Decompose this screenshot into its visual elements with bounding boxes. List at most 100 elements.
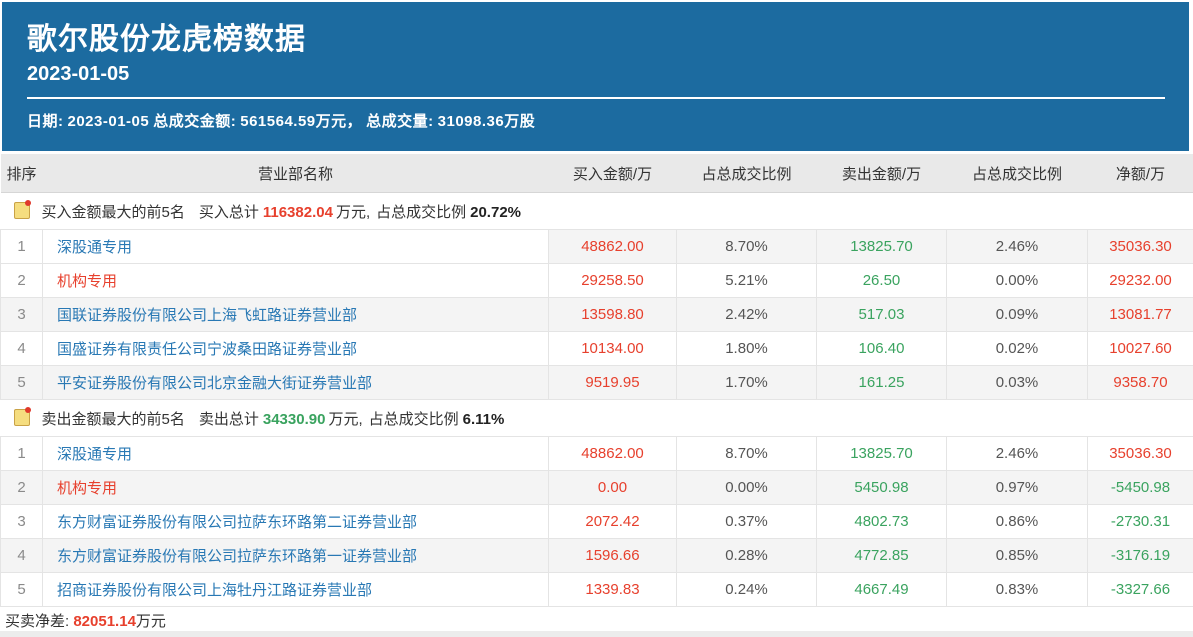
table-row: 1 深股通专用 48862.00 8.70% 13825.70 2.46% 35… bbox=[1, 437, 1193, 471]
buy-ratio-cell: 1.70% bbox=[677, 366, 817, 400]
broker-name-link[interactable]: 机构专用 bbox=[43, 264, 549, 298]
buy-amount-cell: 9519.95 bbox=[549, 366, 677, 400]
buy-ratio-cell: 8.70% bbox=[677, 230, 817, 264]
column-header-broker: 营业部名称 bbox=[43, 154, 549, 193]
buy-ratio-cell: 5.21% bbox=[677, 264, 817, 298]
table-row: 4 国盛证券有限责任公司宁波桑田路证券营业部 10134.00 1.80% 10… bbox=[1, 332, 1193, 366]
page-date: 2023-01-05 bbox=[27, 60, 1189, 88]
table-row: 5 平安证券股份有限公司北京金融大街证券营业部 9519.95 1.70% 16… bbox=[1, 366, 1193, 400]
rank-cell: 3 bbox=[1, 505, 43, 539]
section-total-value: 116382.04 bbox=[263, 204, 333, 221]
note-icon-dot bbox=[25, 200, 31, 206]
net-amount-cell: 10027.60 bbox=[1088, 332, 1193, 366]
net-amount-cell: 29232.00 bbox=[1088, 264, 1193, 298]
column-header-sell-ratio: 占总成交比例 bbox=[947, 154, 1088, 193]
section-ratio-value: 6.11% bbox=[463, 411, 505, 428]
buy-amount-cell: 2072.42 bbox=[549, 505, 677, 539]
section-total-unit: 万元, bbox=[328, 411, 362, 428]
sell-ratio-cell: 0.03% bbox=[947, 366, 1088, 400]
section-title: 卖出金额最大的前5名 bbox=[42, 411, 185, 428]
sell-amount-cell: 26.50 bbox=[817, 264, 947, 298]
net-difference-value: 82051.14 bbox=[73, 613, 136, 630]
broker-name-link[interactable]: 东方财富证券股份有限公司拉萨东环路第一证券营业部 bbox=[43, 539, 549, 573]
broker-name-link[interactable]: 平安证券股份有限公司北京金融大街证券营业部 bbox=[43, 366, 549, 400]
section-ratio-value: 20.72% bbox=[470, 204, 521, 221]
buy-ratio-cell: 8.70% bbox=[677, 437, 817, 471]
table-row: 2 机构专用 0.00 0.00% 5450.98 0.97% -5450.98 bbox=[1, 471, 1193, 505]
volume-value: 31098.36万股 bbox=[438, 113, 536, 130]
amount-label: 总成交金额: bbox=[153, 113, 236, 130]
buy-ratio-cell: 0.00% bbox=[677, 471, 817, 505]
rank-cell: 5 bbox=[1, 366, 43, 400]
section-total-value: 34330.90 bbox=[263, 411, 326, 428]
column-header-buy-ratio: 占总成交比例 bbox=[677, 154, 817, 193]
sell-ratio-cell: 0.83% bbox=[947, 573, 1088, 607]
table-row: 4 东方财富证券股份有限公司拉萨东环路第一证券营业部 1596.66 0.28%… bbox=[1, 539, 1193, 573]
broker-name-link[interactable]: 招商证券股份有限公司上海牡丹江路证券营业部 bbox=[43, 573, 549, 607]
table-row: 3 国联证券股份有限公司上海飞虹路证券营业部 13598.80 2.42% 51… bbox=[1, 298, 1193, 332]
buy-amount-cell: 1339.83 bbox=[549, 573, 677, 607]
sell-amount-cell: 4667.49 bbox=[817, 573, 947, 607]
broker-name-link[interactable]: 国盛证券有限责任公司宁波桑田路证券营业部 bbox=[43, 332, 549, 366]
table-header-row: 排序 营业部名称 买入金额/万 占总成交比例 卖出金额/万 占总成交比例 净额/… bbox=[1, 154, 1193, 193]
buy-amount-cell: 13598.80 bbox=[549, 298, 677, 332]
broker-name-link[interactable]: 东方财富证券股份有限公司拉萨东环路第二证券营业部 bbox=[43, 505, 549, 539]
volume-label: 总成交量: bbox=[366, 113, 434, 130]
rank-cell: 1 bbox=[1, 230, 43, 264]
buy-ratio-cell: 0.28% bbox=[677, 539, 817, 573]
table-row: 1 深股通专用 48862.00 8.70% 13825.70 2.46% 35… bbox=[1, 230, 1193, 264]
section-total-label: 卖出总计 bbox=[199, 411, 259, 428]
note-icon-dot bbox=[25, 407, 31, 413]
sell-ratio-cell: 0.85% bbox=[947, 539, 1088, 573]
net-amount-cell: -3176.19 bbox=[1088, 539, 1193, 573]
page-title: 歌尔股份龙虎榜数据 bbox=[27, 2, 1189, 60]
buy-ratio-cell: 0.24% bbox=[677, 573, 817, 607]
sell-amount-cell: 4772.85 bbox=[817, 539, 947, 573]
net-difference-footer: 买卖净差: 82051.14万元 bbox=[0, 607, 1193, 630]
column-header-net-amount: 净额/万 bbox=[1088, 154, 1193, 193]
sell-amount-cell: 161.25 bbox=[817, 366, 947, 400]
net-amount-cell: 13081.77 bbox=[1088, 298, 1193, 332]
sell-amount-cell: 106.40 bbox=[817, 332, 947, 366]
net-amount-cell: 35036.30 bbox=[1088, 230, 1193, 264]
buy-amount-cell: 1596.66 bbox=[549, 539, 677, 573]
table-row: 3 东方财富证券股份有限公司拉萨东环路第二证券营业部 2072.42 0.37%… bbox=[1, 505, 1193, 539]
buy-ratio-cell: 0.37% bbox=[677, 505, 817, 539]
sell-ratio-cell: 0.09% bbox=[947, 298, 1088, 332]
column-header-buy-amount: 买入金额/万 bbox=[549, 154, 677, 193]
sell-ratio-cell: 2.46% bbox=[947, 437, 1088, 471]
rank-cell: 4 bbox=[1, 332, 43, 366]
sell-amount-cell: 517.03 bbox=[817, 298, 947, 332]
buy-amount-cell: 48862.00 bbox=[549, 230, 677, 264]
sell-ratio-cell: 0.00% bbox=[947, 264, 1088, 298]
broker-name-link[interactable]: 深股通专用 bbox=[43, 230, 549, 264]
net-amount-cell: 35036.30 bbox=[1088, 437, 1193, 471]
sell-ratio-cell: 0.97% bbox=[947, 471, 1088, 505]
sell-amount-cell: 5450.98 bbox=[817, 471, 947, 505]
broker-name-link[interactable]: 国联证券股份有限公司上海飞虹路证券营业部 bbox=[43, 298, 549, 332]
broker-name-link[interactable]: 机构专用 bbox=[43, 471, 549, 505]
bottom-strip bbox=[0, 631, 1193, 637]
column-header-sell-amount: 卖出金额/万 bbox=[817, 154, 947, 193]
section-ratio-label: 占总成交比例 bbox=[376, 204, 466, 221]
buy-amount-cell: 0.00 bbox=[549, 471, 677, 505]
buy-amount-cell: 10134.00 bbox=[549, 332, 677, 366]
section-total-label: 买入总计 bbox=[199, 204, 259, 221]
column-header-rank: 排序 bbox=[1, 154, 43, 193]
rank-cell: 5 bbox=[1, 573, 43, 607]
net-amount-cell: 9358.70 bbox=[1088, 366, 1193, 400]
sell-ratio-cell: 0.86% bbox=[947, 505, 1088, 539]
header-divider bbox=[27, 97, 1165, 99]
buy-amount-cell: 48862.00 bbox=[549, 437, 677, 471]
broker-name-link[interactable]: 深股通专用 bbox=[43, 437, 549, 471]
sell-amount-cell: 13825.70 bbox=[817, 437, 947, 471]
lhb-table: 排序 营业部名称 买入金额/万 占总成交比例 卖出金额/万 占总成交比例 净额/… bbox=[0, 154, 1193, 607]
net-difference-label: 买卖净差: bbox=[5, 613, 73, 630]
amount-value: 561564.59万元， bbox=[240, 113, 362, 130]
rank-cell: 1 bbox=[1, 437, 43, 471]
